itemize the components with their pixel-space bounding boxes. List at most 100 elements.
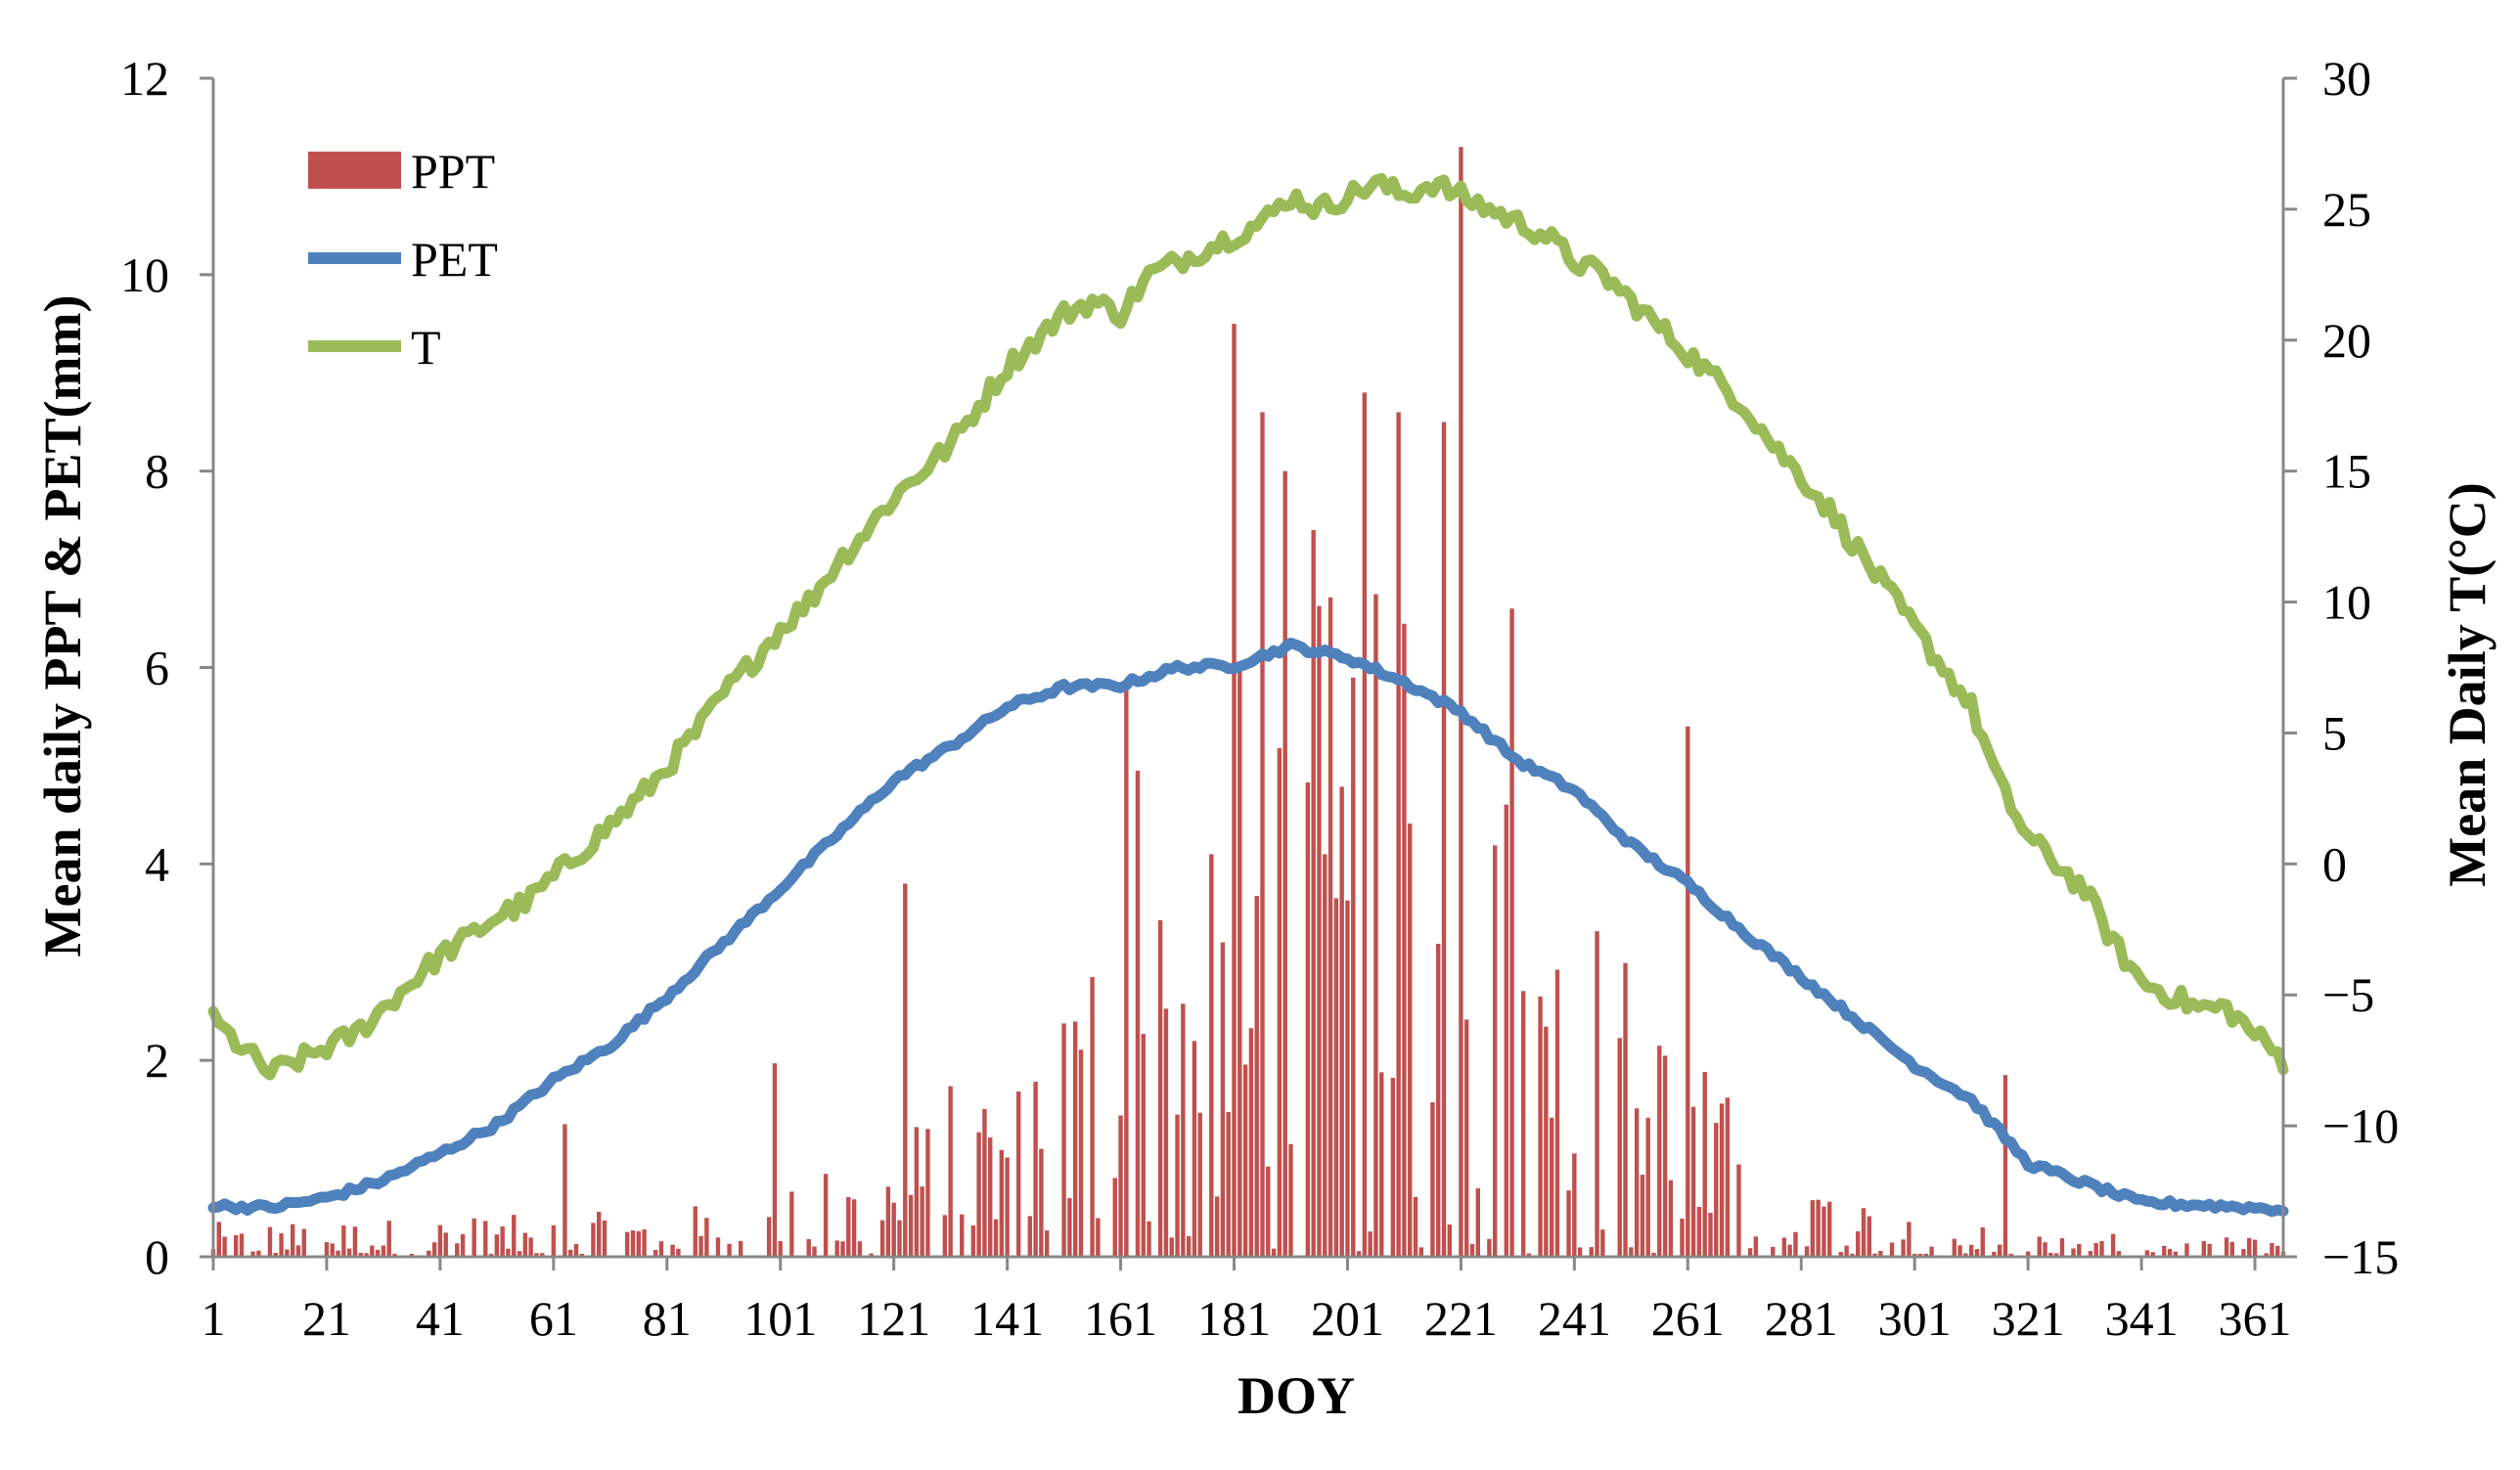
ppt-bar <box>1436 943 1441 1257</box>
ppt-bar <box>488 1253 494 1257</box>
ppt-bar <box>1923 1253 1928 1257</box>
ppt-bar <box>1090 977 1095 1257</box>
ppt-bar <box>256 1250 261 1257</box>
ppt-bar <box>1254 896 1259 1257</box>
ppt-bar <box>1475 1187 1480 1257</box>
ppt-bar <box>551 1225 557 1257</box>
t-line <box>207 172 2289 1081</box>
ppt-bar <box>1339 786 1344 1257</box>
ppt-bar <box>1889 1242 1895 1257</box>
legend: PPT PET T <box>308 144 498 375</box>
ppt-bar <box>2207 1243 2212 1257</box>
ppt-bar <box>778 1240 783 1257</box>
ppt-bar <box>698 1235 703 1257</box>
x-axis-title: DOY <box>1238 1366 1355 1425</box>
ppt-bar <box>1147 1221 1151 1257</box>
ppt-bar <box>1702 1072 1707 1257</box>
ppt-bar <box>512 1215 517 1257</box>
ppt-bar <box>1504 804 1508 1257</box>
ppt-bar <box>630 1230 636 1257</box>
ppt-bar <box>2116 1251 2122 1257</box>
ppt-bar <box>976 1132 981 1257</box>
ppt-bar <box>1430 1102 1435 1257</box>
ppt-bar <box>1323 854 1328 1257</box>
ppt-bar <box>1351 677 1356 1257</box>
ppt-bar <box>1016 1091 1021 1257</box>
ppt-bar <box>295 1245 301 1257</box>
ppt-bar <box>1822 1206 1826 1257</box>
ppt-bar <box>443 1232 448 1257</box>
ppt-bar <box>506 1248 511 1257</box>
ppt-bar <box>427 1250 431 1257</box>
ppt-bar <box>1441 422 1447 1258</box>
ppt-bar <box>1209 854 1214 1257</box>
ppt-bar <box>2043 1242 2048 1257</box>
ppt-bar <box>1997 1244 2002 1257</box>
ppt-bar <box>1781 1237 1787 1257</box>
x-tick-label: 1 <box>202 1291 226 1346</box>
ppt-bar <box>1617 1038 1622 1257</box>
x-tick-label: 241 <box>1538 1291 1611 1346</box>
ppt-bar <box>1169 1237 1174 1257</box>
ppt-bar <box>1816 1199 1821 1257</box>
ppt-bar <box>267 1226 273 1257</box>
ppt-bar <box>290 1224 295 1257</box>
ppt-bar <box>1067 1198 1072 1257</box>
ppt-bar <box>693 1206 698 1257</box>
ppt-bar <box>1271 1248 1277 1257</box>
y-left-tick-label: 10 <box>120 247 169 302</box>
x-tick-label: 161 <box>1084 1291 1157 1346</box>
x-tick-label: 121 <box>857 1291 930 1346</box>
ppt-bar <box>908 1194 914 1257</box>
axes <box>200 76 2297 1270</box>
ppt-bar <box>1850 1253 1855 1257</box>
ppt-bar <box>772 1063 778 1257</box>
ppt-bar <box>2059 1238 2065 1257</box>
ppt-bar <box>1878 1251 1883 1257</box>
x-tick-label: 281 <box>1765 1291 1838 1346</box>
ppt-bar <box>250 1251 255 1257</box>
ppt-bar <box>1242 1064 1248 1257</box>
ppt-bar <box>1725 1097 1731 1257</box>
ppt-bar <box>658 1241 664 1257</box>
pet-line <box>207 637 2289 1218</box>
ppt-bar <box>982 1108 987 1257</box>
ppt-bar <box>1736 1164 1741 1257</box>
ppt-bar <box>1282 470 1287 1257</box>
x-tick-label: 221 <box>1424 1291 1498 1346</box>
ppt-bar <box>2025 1251 2031 1257</box>
ppt-bar <box>602 1220 608 1257</box>
ppt-bar <box>885 1186 891 1257</box>
ppt-bar <box>738 1241 743 1257</box>
ppt-bar <box>483 1221 488 1257</box>
ppt-bar <box>1651 1252 1656 1257</box>
ppt-bar <box>2077 1243 2082 1257</box>
legend-label-pet: PET <box>411 232 498 287</box>
y-right-tick-label: 0 <box>2322 836 2347 891</box>
ppt-bar <box>1867 1216 1871 1257</box>
ppt-bar <box>1595 931 1599 1257</box>
ppt-bar <box>1952 1238 1957 1257</box>
ppt-bar <box>597 1211 602 1257</box>
ppt-bar <box>1005 1157 1010 1257</box>
ppt-bar <box>1907 1222 1912 1257</box>
ppt-bar <box>494 1234 500 1257</box>
ppt-bars <box>210 147 2286 1258</box>
ppt-bar <box>1804 1246 1810 1257</box>
ppt-bar <box>1373 594 1378 1257</box>
ppt-bar <box>1974 1249 1980 1257</box>
ppt-bar <box>948 1086 953 1257</box>
ppt-bar <box>625 1231 630 1257</box>
ppt-bar <box>1311 529 1316 1257</box>
ppt-bar <box>364 1253 369 1257</box>
ppt-bar <box>431 1242 437 1257</box>
x-tick-label: 261 <box>1651 1291 1725 1346</box>
ppt-bar <box>1408 824 1413 1257</box>
ppt-bar <box>386 1221 391 1257</box>
ppt-bar <box>2037 1236 2042 1257</box>
ppt-bar <box>1793 1231 1798 1257</box>
ppt-bar <box>1266 1166 1271 1257</box>
ppt-bar <box>2002 1075 2008 1257</box>
ppt-bar <box>375 1249 381 1257</box>
